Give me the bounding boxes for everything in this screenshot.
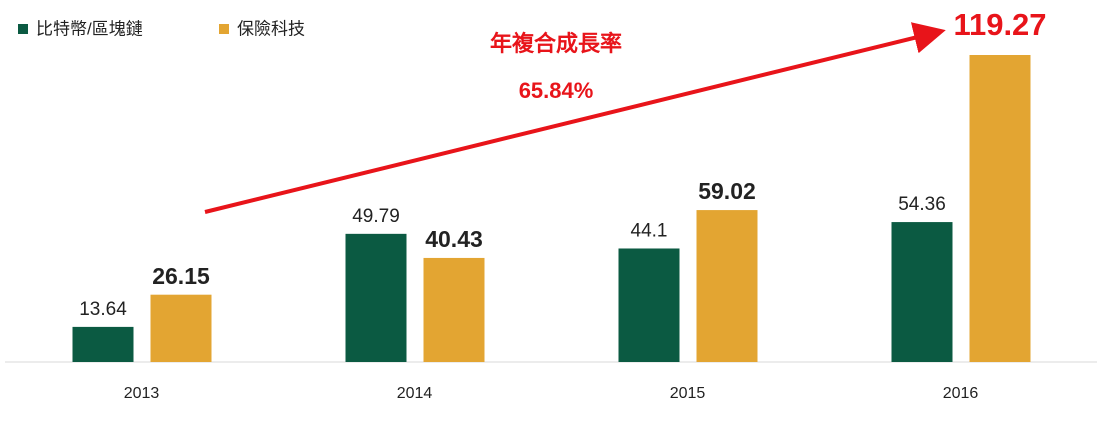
x-tick-label: 2014 [397,385,433,402]
annotation: 65.84% [519,78,594,103]
legend-swatch [18,24,28,34]
growth-arrow [204,22,946,214]
bar [618,248,680,362]
bar [423,257,485,362]
bar [969,55,1031,362]
legend-label: 保險科技 [237,19,305,38]
x-tick-label: 2016 [943,385,979,402]
data-label: 40.43 [425,226,483,252]
data-label: 59.02 [698,178,756,204]
data-label: 26.15 [152,263,210,289]
bar [891,222,953,362]
data-label: 13.64 [79,299,127,320]
data-label: 49.79 [352,206,400,227]
data-label: 119.27 [953,7,1046,42]
bar [696,210,758,362]
data-label: 54.36 [898,194,946,215]
data-label: 44.1 [631,221,668,242]
x-tick-label: 2015 [670,385,706,402]
x-tick-label: 2013 [124,385,160,402]
legend-label: 比特幣/區塊鏈 [36,19,143,38]
annotation: 年複合成長率 [490,31,622,56]
bar [150,294,212,362]
legend-swatch [219,24,229,34]
bar [345,233,407,362]
bar [72,326,134,362]
